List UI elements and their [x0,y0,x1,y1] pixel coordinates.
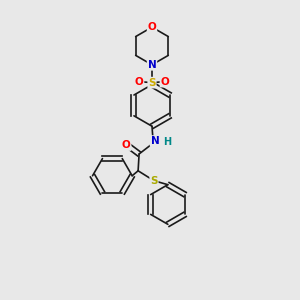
Text: O: O [135,76,143,87]
Text: N: N [151,136,159,146]
Text: H: H [163,137,171,147]
Text: S: S [148,78,156,88]
Text: O: O [160,76,169,87]
Text: O: O [122,140,130,150]
Text: S: S [150,176,158,186]
Text: O: O [148,22,156,32]
Text: N: N [148,60,156,70]
